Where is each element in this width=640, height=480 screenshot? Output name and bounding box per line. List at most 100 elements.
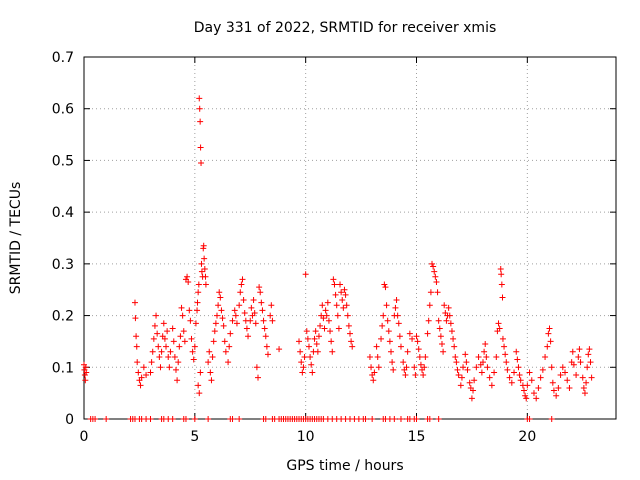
data-point — [320, 315, 327, 322]
y-tick-label: 0 — [65, 412, 74, 428]
data-point — [516, 372, 523, 379]
data-point — [157, 364, 164, 371]
data-point — [521, 387, 528, 394]
plot-frame — [83, 56, 617, 420]
data-point — [202, 273, 209, 280]
data-point — [389, 359, 396, 366]
data-point — [397, 343, 404, 350]
data-point — [454, 366, 461, 373]
data-point — [276, 346, 283, 353]
data-point — [434, 289, 441, 296]
data-point — [194, 307, 201, 314]
data-point — [308, 361, 315, 368]
data-point — [576, 346, 583, 353]
data-point — [217, 294, 224, 301]
data-point — [231, 307, 238, 314]
data-point — [330, 276, 337, 283]
data-point — [448, 328, 455, 335]
data-point — [171, 353, 178, 360]
data-point — [371, 369, 378, 376]
data-point — [575, 353, 582, 360]
data-point — [457, 382, 464, 389]
data-point — [233, 320, 240, 327]
y-tick-label: 0.2 — [52, 309, 74, 325]
data-point — [154, 330, 161, 337]
data-point — [185, 278, 192, 285]
x-tick-label: 5 — [190, 429, 199, 445]
data-point — [579, 374, 586, 381]
data-point — [499, 294, 506, 301]
data-point — [239, 276, 246, 283]
data-point — [390, 366, 397, 373]
x-tick-label: 20 — [518, 429, 536, 445]
data-point — [388, 348, 395, 355]
data-point — [322, 307, 329, 314]
data-point — [252, 320, 259, 327]
data-point — [195, 289, 202, 296]
data-point — [245, 333, 252, 340]
data-point — [196, 105, 203, 112]
data-point — [196, 390, 203, 397]
data-point — [345, 322, 352, 329]
data-point — [325, 317, 332, 324]
data-point — [379, 322, 386, 329]
data-point — [342, 291, 349, 298]
data-point — [210, 338, 217, 345]
data-point — [175, 359, 182, 366]
data-point — [182, 416, 189, 422]
data-point — [190, 356, 197, 363]
data-point — [429, 260, 436, 267]
chart-title: Day 331 of 2022, SRMTID for receiver xmi… — [194, 20, 497, 36]
data-point — [296, 338, 303, 345]
data-point — [172, 366, 179, 373]
data-point — [198, 260, 205, 267]
data-point — [528, 377, 535, 384]
x-tick-label: 10 — [297, 429, 315, 445]
data-point — [153, 312, 160, 319]
data-point — [368, 364, 375, 371]
data-point — [395, 320, 402, 327]
data-point — [257, 289, 264, 296]
y-tick-label: 0.5 — [52, 153, 74, 169]
data-point — [458, 374, 465, 381]
data-point — [255, 374, 262, 381]
data-point — [566, 384, 573, 391]
data-point — [470, 387, 477, 394]
data-point — [161, 335, 168, 342]
data-point — [340, 304, 347, 311]
data-point — [215, 302, 222, 309]
y-axis-label: SRMTID / TECUs — [8, 182, 24, 295]
data-point — [238, 281, 245, 288]
data-point — [319, 302, 326, 309]
data-point — [135, 369, 142, 376]
data-point — [580, 384, 587, 391]
data-point — [196, 95, 203, 102]
data-point — [218, 307, 225, 314]
data-point — [435, 317, 442, 324]
data-point — [321, 325, 328, 332]
data-point — [268, 302, 275, 309]
data-point — [488, 382, 495, 389]
data-point — [226, 343, 233, 350]
data-point — [511, 369, 518, 376]
data-point — [420, 372, 427, 379]
data-point — [522, 392, 529, 399]
data-point — [502, 351, 509, 358]
data-point — [430, 263, 437, 270]
data-point — [445, 304, 452, 311]
data-point — [258, 299, 265, 306]
data-point — [426, 416, 433, 422]
data-point — [577, 359, 584, 366]
data-point — [174, 377, 181, 384]
data-point — [236, 302, 243, 309]
data-point — [156, 353, 163, 360]
data-point — [202, 281, 209, 288]
data-point — [309, 369, 316, 376]
data-point — [240, 297, 247, 304]
data-point — [334, 312, 341, 319]
data-point — [453, 359, 460, 366]
data-point — [205, 359, 212, 366]
data-point — [483, 353, 490, 360]
data-point — [404, 348, 411, 355]
data-point — [468, 395, 475, 402]
